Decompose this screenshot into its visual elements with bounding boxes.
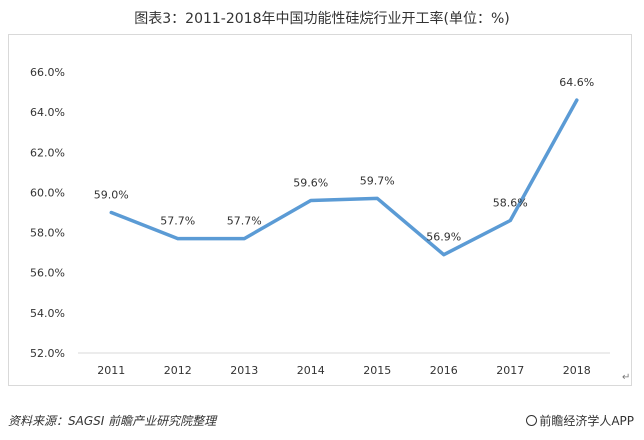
brand-logo-icon xyxy=(526,415,538,426)
x-tick-label: 2013 xyxy=(230,364,258,377)
data-label: 57.7% xyxy=(160,215,195,228)
source-note: 资料来源：SAGSI 前瞻产业研究院整理 xyxy=(8,414,217,428)
y-tick-label: 58.0% xyxy=(30,227,65,240)
data-label: 58.6% xyxy=(493,197,528,210)
y-tick-label: 56.0% xyxy=(30,267,65,280)
data-label: 59.6% xyxy=(293,176,328,189)
return-mark: ↵ xyxy=(622,372,631,383)
data-point xyxy=(309,198,313,202)
x-tick-label: 2017 xyxy=(496,364,524,377)
data-point xyxy=(375,196,379,200)
x-tick-label: 2015 xyxy=(363,364,391,377)
data-point xyxy=(575,98,579,102)
y-tick-label: 66.0% xyxy=(30,66,65,79)
x-tick-label: 2014 xyxy=(297,364,325,377)
data-label: 59.0% xyxy=(94,189,129,202)
y-tick-label: 64.0% xyxy=(30,106,65,119)
chart-frame xyxy=(8,34,632,386)
data-label: 64.6% xyxy=(559,76,594,89)
y-tick-label: 52.0% xyxy=(30,347,65,360)
data-point xyxy=(508,219,512,223)
data-point xyxy=(109,211,113,214)
data-point xyxy=(242,237,246,241)
y-tick-label: 62.0% xyxy=(30,146,65,159)
x-tick-label: 2016 xyxy=(430,364,458,377)
y-tick-label: 54.0% xyxy=(30,307,65,320)
x-tick-label: 2012 xyxy=(164,364,192,377)
chart-title: 图表3：2011-2018年中国功能性硅烷行业开工率(单位：%) xyxy=(134,11,510,27)
data-point xyxy=(176,237,180,241)
data-point xyxy=(442,253,446,257)
brand-credit: 前瞻经济学人APP xyxy=(526,412,634,429)
brand-name: 前瞻经济学人APP xyxy=(539,414,634,428)
x-tick-label: 2011 xyxy=(97,364,125,377)
data-label: 59.7% xyxy=(360,174,395,187)
x-tick-label: 2018 xyxy=(563,364,591,377)
series-line xyxy=(109,98,579,257)
y-tick-label: 60.0% xyxy=(30,186,65,199)
data-label: 56.9% xyxy=(426,231,461,244)
data-label: 57.7% xyxy=(227,215,262,228)
